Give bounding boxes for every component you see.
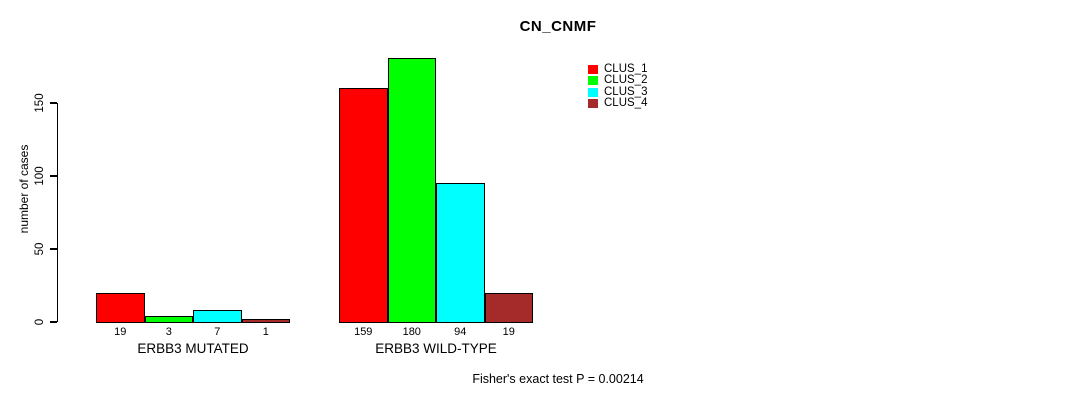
- y-tick-label: 150: [34, 93, 46, 113]
- bar-clus_3-group1: [193, 310, 242, 324]
- y-axis-label: number of cases: [17, 144, 31, 234]
- legend-label: CLUS_4: [604, 96, 648, 109]
- y-tick-mark: [50, 248, 57, 250]
- legend-row: CLUS_2: [588, 74, 648, 87]
- bar-clus_2-group1: [144, 316, 193, 324]
- legend-swatch-clus_2: [588, 76, 598, 86]
- legend-row: CLUS_4: [588, 96, 648, 109]
- bar-clus_2-group2: [387, 57, 436, 324]
- y-tick-mark: [50, 175, 57, 177]
- chart-title: CN_CNMF: [519, 18, 597, 35]
- legend-row: CLUS_3: [588, 85, 648, 98]
- y-tick-label: 0: [34, 318, 46, 326]
- y-tick-label: 50: [34, 242, 46, 256]
- group-label: ERBB3 MUTATED: [137, 341, 249, 356]
- y-tick-mark: [50, 102, 57, 104]
- bar-clus_3-group2: [436, 183, 485, 324]
- group-label: ERBB3 WILD-TYPE: [375, 341, 497, 356]
- bar-value-label: 19: [114, 326, 127, 338]
- legend-label: CLUS_3: [604, 85, 648, 98]
- stat-annotation: Fisher's exact test P = 0.00214: [472, 372, 644, 386]
- bar-value-label: 1: [262, 326, 269, 338]
- legend-swatch-clus_1: [588, 65, 598, 75]
- bar-value-label: 3: [165, 326, 172, 338]
- bar-clus_4-group1: [241, 319, 290, 324]
- bar-value-label: 7: [214, 326, 221, 338]
- bar-value-label: 94: [454, 326, 467, 338]
- legend-label: CLUS_2: [604, 74, 648, 87]
- bar-clus_4-group2: [484, 292, 533, 324]
- bar-value-label: 19: [502, 326, 515, 338]
- legend: CLUS_1 CLUS_2 CLUS_3 CLUS_4: [588, 63, 648, 109]
- bar-value-label: 180: [402, 326, 421, 338]
- legend-row: CLUS_1: [588, 63, 648, 75]
- y-tick-label: 100: [34, 166, 46, 186]
- bar-value-label: 159: [354, 326, 373, 338]
- bar-clus_1-group2: [339, 88, 388, 324]
- legend-swatch-clus_4: [588, 99, 598, 109]
- bar-clus_1-group1: [96, 292, 145, 324]
- y-tick-mark: [50, 321, 57, 323]
- legend-label: CLUS_1: [604, 63, 648, 75]
- legend-swatch-clus_3: [588, 87, 598, 97]
- y-axis-line: [56, 103, 58, 322]
